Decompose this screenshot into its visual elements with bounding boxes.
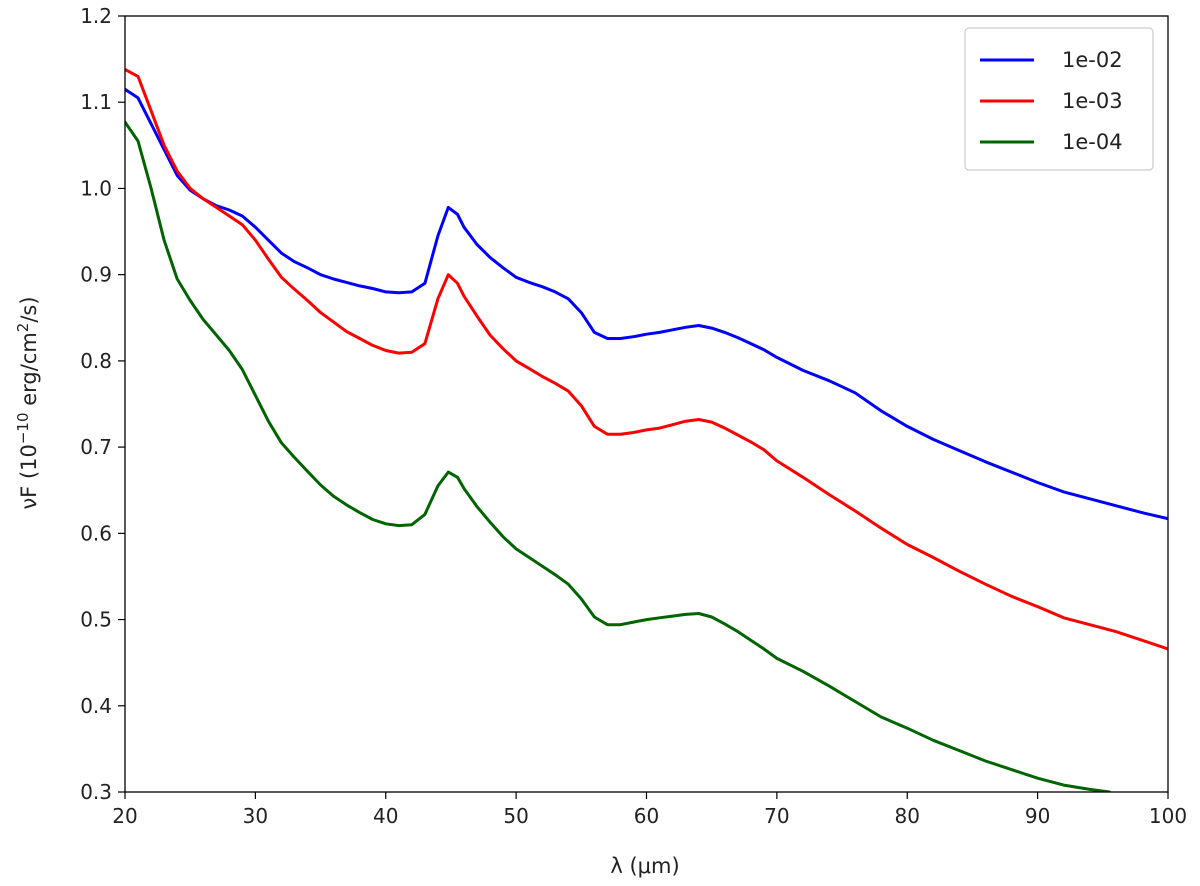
x-tick-label: 50 bbox=[503, 804, 528, 828]
x-tick-label: 20 bbox=[112, 804, 137, 828]
series-line-1e-02 bbox=[125, 87, 1168, 521]
y-axis-label-suffix: /s) bbox=[17, 296, 41, 322]
y-axis-label: νF (10−10 erg/cm2/s) bbox=[14, 296, 41, 509]
series-line-1e-03 bbox=[125, 68, 1168, 651]
plot-lines bbox=[125, 68, 1168, 792]
legend-label-1e-04: 1e-04 bbox=[1062, 130, 1123, 154]
y-axis-label-unit: erg/cm bbox=[17, 332, 41, 412]
legend-label-1e-02: 1e-02 bbox=[1062, 48, 1123, 72]
x-tick-label: 100 bbox=[1149, 804, 1187, 828]
y-tick-label: 0.8 bbox=[80, 349, 112, 373]
y-tick-label: 1.1 bbox=[80, 90, 112, 114]
series-line-1e-04 bbox=[125, 120, 1111, 792]
y-axis: 0.3 0.4 0.5 0.6 0.7 0.8 0.9 1.0 1.1 1.2 bbox=[80, 4, 125, 804]
y-tick-label: 0.3 bbox=[80, 780, 112, 804]
y-tick-label: 1.0 bbox=[80, 176, 112, 200]
legend: 1e-02 1e-03 1e-04 bbox=[964, 27, 1154, 171]
legend-label-1e-03: 1e-03 bbox=[1062, 89, 1123, 113]
y-tick-label: 0.6 bbox=[80, 521, 112, 545]
y-tick-label: 1.2 bbox=[80, 4, 112, 28]
y-tick-label: 0.7 bbox=[80, 435, 112, 459]
x-axis: 20 30 40 50 60 70 80 90 100 bbox=[112, 792, 1187, 828]
y-axis-label-prefix: νF (10 bbox=[17, 444, 41, 509]
x-tick-label: 40 bbox=[373, 804, 398, 828]
x-tick-label: 90 bbox=[1025, 804, 1050, 828]
y-axis-label-exponent: −10 bbox=[14, 412, 32, 444]
x-tick-label: 30 bbox=[243, 804, 268, 828]
x-tick-label: 60 bbox=[634, 804, 659, 828]
x-tick-label: 80 bbox=[895, 804, 920, 828]
y-axis-label-unit-exponent: 2 bbox=[14, 323, 32, 333]
x-axis-label: λ (μm) bbox=[610, 854, 679, 878]
y-tick-label: 0.4 bbox=[80, 694, 112, 718]
x-tick-label: 70 bbox=[764, 804, 789, 828]
legend-box bbox=[964, 27, 1154, 171]
y-tick-label: 0.9 bbox=[80, 263, 112, 287]
y-tick-label: 0.5 bbox=[80, 608, 112, 632]
